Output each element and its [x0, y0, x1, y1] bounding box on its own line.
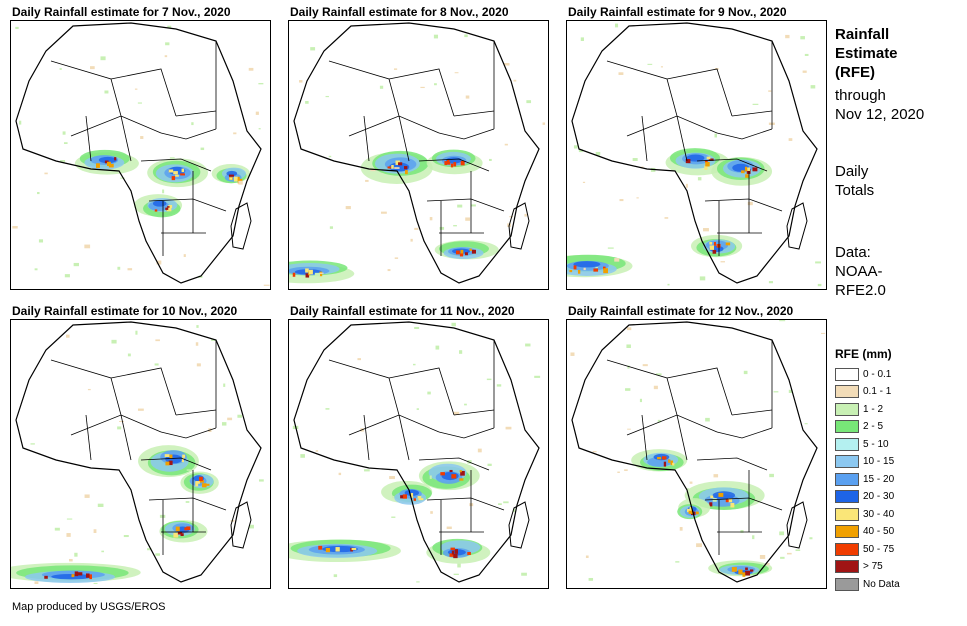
legend-item: 2 - 5: [835, 419, 883, 435]
legend-swatch: [835, 367, 859, 381]
legend-item: 1 - 2: [835, 401, 883, 417]
map-panel-11nov: [288, 319, 549, 589]
legend-item: 40 - 50: [835, 524, 894, 540]
side-through-line1: through: [835, 87, 886, 104]
side-source-line1: Data:: [835, 244, 871, 261]
map-panel-10nov: [10, 319, 271, 589]
legend-label: 15 - 20: [863, 473, 895, 485]
map-panel-12nov: [566, 319, 827, 589]
legend-swatch: [835, 490, 859, 503]
legend-label: 20 - 30: [863, 491, 895, 502]
africa-map: [289, 22, 546, 284]
legend-item: > 75: [835, 559, 883, 575]
legend-swatch: [835, 560, 859, 573]
legend-item: 0.1 - 1: [835, 384, 891, 400]
africa-map: [567, 22, 822, 287]
legend-label: 2 - 5: [863, 421, 884, 432]
legend-swatch: [835, 525, 859, 538]
legend-swatch: [835, 420, 859, 433]
legend-swatch: [835, 455, 859, 468]
legend-item: 5 - 10: [835, 436, 889, 452]
africa-map: [570, 320, 826, 583]
legend-item: 20 - 30: [835, 489, 894, 505]
legend-label: 5 - 10: [863, 438, 889, 450]
credit-footer: Map produced by USGS/EROS: [12, 601, 166, 613]
legend-label: 0.1 - 1: [863, 386, 892, 397]
side-source-line3: RFE2.0: [835, 282, 886, 299]
africa-map: [11, 321, 264, 585]
legend-swatch: [835, 402, 859, 416]
legend-title: RFE (mm): [835, 347, 892, 361]
side-totals-line2: Totals: [835, 182, 875, 199]
legend-item: 30 - 40: [835, 506, 894, 522]
legend-item: 50 - 75: [835, 541, 894, 557]
panel-title-11nov: Daily Rainfall estimate for 11 Nov., 202…: [290, 304, 515, 318]
legend-item: 10 - 15: [835, 454, 894, 470]
side-through-line2: Nov 12, 2020: [835, 106, 925, 123]
legend-label: No Data: [863, 578, 900, 590]
side-heading-line1: Rainfall: [835, 26, 890, 43]
legend-label: 10 - 15: [863, 456, 895, 467]
legend-item: 0 - 0.1: [835, 366, 891, 382]
panel-title-9nov: Daily Rainfall estimate for 9 Nov., 2020: [568, 5, 787, 19]
legend-label: 50 - 75: [863, 543, 895, 555]
legend-swatch: [835, 437, 859, 451]
legend-swatch: [835, 472, 859, 486]
legend-label: 0 - 0.1: [863, 368, 892, 380]
panel-title-8nov: Daily Rainfall estimate for 8 Nov., 2020: [290, 5, 509, 19]
panel-title-10nov: Daily Rainfall estimate for 10 Nov., 202…: [12, 304, 238, 318]
map-panel-8nov: [288, 20, 549, 290]
map-panel-7nov: [10, 20, 271, 290]
panel-title-12nov: Daily Rainfall estimate for 12 Nov., 202…: [568, 304, 794, 318]
legend-label: 40 - 50: [863, 526, 895, 537]
panel-title-7nov: Daily Rainfall estimate for 7 Nov., 2020: [12, 5, 231, 19]
legend-swatch: [835, 385, 859, 398]
legend-item: 15 - 20: [835, 471, 894, 487]
legend-swatch: [835, 542, 859, 556]
map-panel-9nov: [566, 20, 827, 290]
side-source-line2: NOAA-: [835, 263, 883, 280]
legend-swatch: [835, 577, 859, 591]
africa-map: [12, 22, 270, 286]
legend-label: > 75: [863, 561, 883, 572]
legend-swatch: [835, 507, 859, 521]
africa-map: [289, 321, 541, 583]
legend-label: 1 - 2: [863, 403, 884, 415]
legend-label: 30 - 40: [863, 508, 895, 520]
side-totals-line1: Daily: [835, 163, 869, 180]
side-heading-line2: Estimate: [835, 45, 898, 62]
side-heading-line3: (RFE): [835, 64, 875, 81]
legend-item: No Data: [835, 576, 900, 592]
